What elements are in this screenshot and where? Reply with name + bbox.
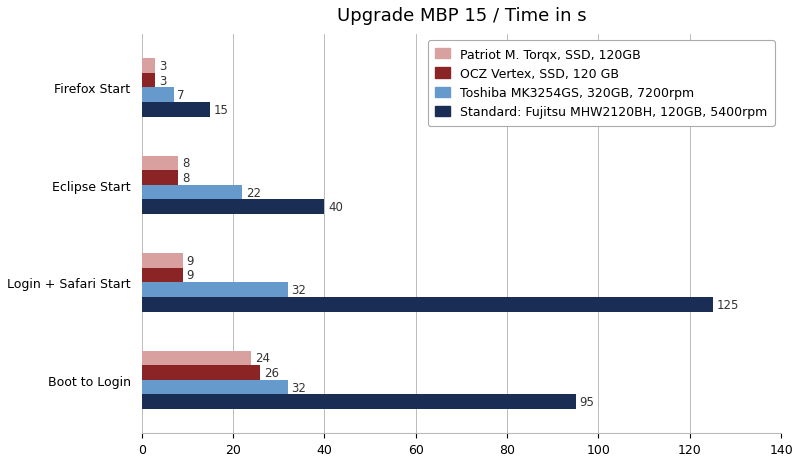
Bar xyxy=(142,394,576,409)
Text: 24: 24 xyxy=(255,351,270,364)
Text: 95: 95 xyxy=(579,395,594,408)
Bar xyxy=(142,268,182,283)
Text: 40: 40 xyxy=(328,201,343,214)
Text: 32: 32 xyxy=(291,283,306,296)
Bar xyxy=(142,254,182,268)
Legend: Patriot M. Torqx, SSD, 120GB, OCZ Vertex, SSD, 120 GB, Toshiba MK3254GS, 320GB, : Patriot M. Torqx, SSD, 120GB, OCZ Vertex… xyxy=(428,41,775,126)
Text: 32: 32 xyxy=(291,381,306,394)
Bar xyxy=(142,283,288,297)
Bar xyxy=(142,171,178,186)
Bar xyxy=(142,297,713,312)
Text: 15: 15 xyxy=(214,104,229,117)
Text: 22: 22 xyxy=(246,186,261,199)
Text: 125: 125 xyxy=(716,298,738,311)
Text: 8: 8 xyxy=(182,172,190,185)
Bar xyxy=(142,200,324,215)
Bar xyxy=(142,88,174,103)
Text: 9: 9 xyxy=(186,254,194,267)
Bar xyxy=(142,103,210,118)
Text: 3: 3 xyxy=(159,75,166,88)
Bar xyxy=(142,380,288,394)
Bar xyxy=(142,186,242,200)
Bar xyxy=(142,351,251,365)
Text: 9: 9 xyxy=(186,269,194,282)
Text: 8: 8 xyxy=(182,157,190,170)
Text: 3: 3 xyxy=(159,60,166,73)
Text: 26: 26 xyxy=(264,366,279,379)
Bar xyxy=(142,74,155,88)
Text: 7: 7 xyxy=(178,89,185,102)
Bar xyxy=(142,59,155,74)
Bar xyxy=(142,365,261,380)
Bar xyxy=(142,156,178,171)
Title: Upgrade MBP 15 / Time in s: Upgrade MBP 15 / Time in s xyxy=(337,7,586,25)
